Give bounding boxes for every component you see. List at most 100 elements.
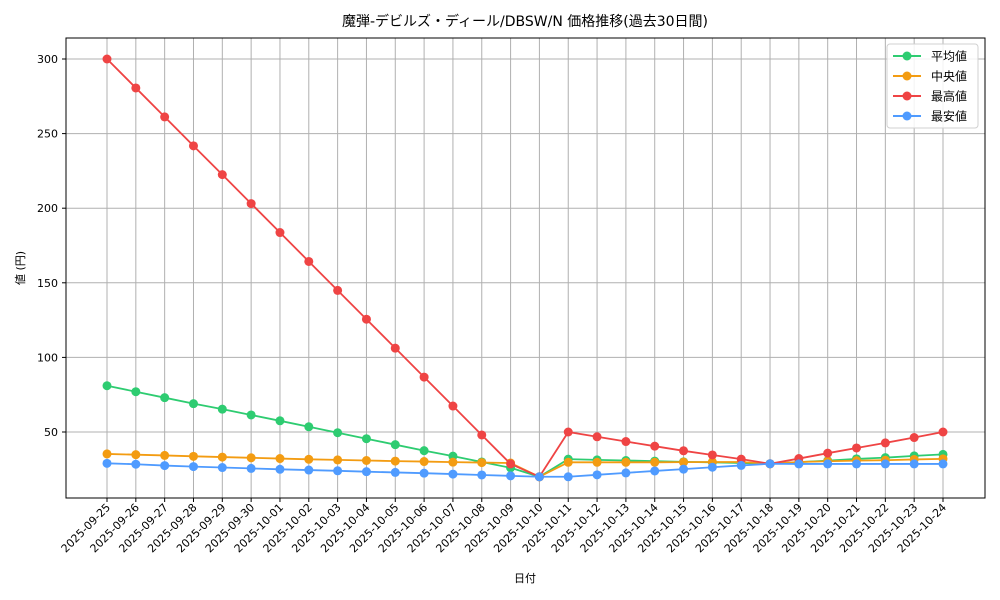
series-line <box>106 453 944 478</box>
data-point <box>361 467 371 477</box>
data-point <box>390 343 400 353</box>
y-axis-label: 値 (円) <box>14 251 27 285</box>
data-point <box>419 468 429 478</box>
y-tick-label: 150 <box>37 277 58 290</box>
data-point <box>707 450 717 460</box>
data-point <box>275 464 285 474</box>
y-tick-label: 250 <box>37 128 58 141</box>
data-point <box>823 448 833 458</box>
y-tick-label: 300 <box>37 53 58 66</box>
y-tick-label: 200 <box>37 202 58 215</box>
y-tick-label: 50 <box>44 426 58 439</box>
data-point <box>160 450 170 460</box>
series-1 <box>102 449 948 482</box>
data-point <box>246 199 256 209</box>
data-point <box>246 463 256 473</box>
data-point <box>563 457 573 467</box>
data-point <box>621 437 631 447</box>
data-point <box>592 470 602 480</box>
data-point <box>304 422 314 432</box>
data-point <box>852 443 862 453</box>
data-point <box>102 449 112 459</box>
data-point <box>188 462 198 472</box>
legend-marker-icon <box>902 71 912 81</box>
legend-label: 最安値 <box>931 109 967 124</box>
legend-item: 中央値 <box>893 69 967 84</box>
data-point <box>563 472 573 482</box>
series-3 <box>102 458 948 482</box>
data-point <box>794 459 804 469</box>
data-point <box>304 256 314 266</box>
data-point <box>477 470 487 480</box>
data-point <box>333 455 343 465</box>
data-point <box>102 381 112 391</box>
data-point <box>679 464 689 474</box>
data-point <box>390 456 400 466</box>
series-line <box>106 462 943 478</box>
data-point <box>707 462 717 472</box>
data-point <box>102 458 112 468</box>
data-point <box>188 399 198 409</box>
legend-marker-icon <box>902 111 912 121</box>
data-point <box>765 459 775 469</box>
data-point <box>880 459 890 469</box>
x-axis-label: 日付 <box>514 572 536 585</box>
data-point <box>448 457 458 467</box>
data-point <box>852 459 862 469</box>
legend-item: 最安値 <box>893 109 967 124</box>
y-axis: 50 100 150 200 250 300 <box>37 53 66 439</box>
data-point <box>304 454 314 464</box>
data-point <box>736 454 746 464</box>
data-point <box>131 387 141 397</box>
data-point <box>621 468 631 478</box>
data-point <box>419 372 429 382</box>
data-point <box>448 401 458 411</box>
data-point <box>160 112 170 122</box>
data-point <box>361 314 371 324</box>
grid-lines <box>66 38 985 498</box>
data-point <box>131 450 141 460</box>
legend-marker-icon <box>902 51 912 61</box>
data-point <box>217 170 227 180</box>
data-point <box>419 457 429 467</box>
data-point <box>448 469 458 479</box>
data-point <box>131 459 141 469</box>
data-point <box>679 446 689 456</box>
series-line <box>106 58 944 478</box>
data-point <box>188 451 198 461</box>
data-point <box>823 459 833 469</box>
data-point <box>361 455 371 465</box>
data-point <box>621 457 631 467</box>
data-point <box>650 441 660 451</box>
chart-title: 魔弾-デビルズ・ディール/DBSW/N 価格推移(過去30日間) <box>342 13 708 30</box>
data-point <box>563 427 573 437</box>
data-point <box>880 438 890 448</box>
data-point <box>736 460 746 470</box>
data-point <box>188 141 198 151</box>
y-tick-label: 100 <box>37 351 58 364</box>
data-point <box>679 457 689 467</box>
data-point <box>592 432 602 442</box>
data-series <box>102 54 948 482</box>
data-point <box>650 466 660 476</box>
data-point <box>477 430 487 440</box>
data-point <box>102 54 112 64</box>
series-2 <box>102 54 948 482</box>
data-point <box>131 83 141 93</box>
data-point <box>909 459 919 469</box>
data-point <box>390 440 400 450</box>
data-point <box>534 472 544 482</box>
x-axis: 2025-09-252025-09-262025-09-272025-09-28… <box>59 498 949 555</box>
data-point <box>246 410 256 420</box>
legend-item: 平均値 <box>893 49 967 64</box>
data-point <box>938 459 948 469</box>
data-point <box>506 471 516 481</box>
data-point <box>217 463 227 473</box>
data-point <box>650 457 660 467</box>
legend-box <box>886 43 979 129</box>
data-point <box>275 416 285 426</box>
data-point <box>275 228 285 238</box>
